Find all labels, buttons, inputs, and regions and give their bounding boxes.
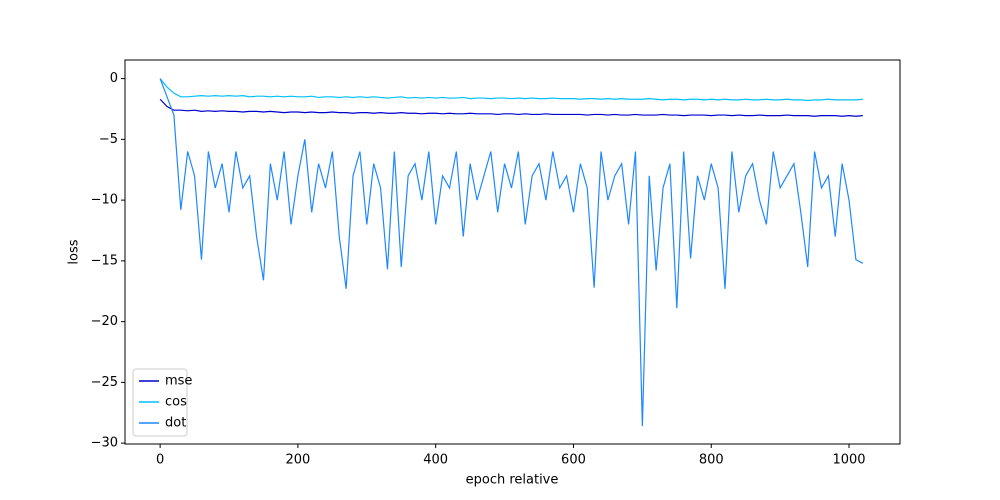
x-axis-label: epoch relative xyxy=(466,473,559,488)
legend-label: mse xyxy=(165,374,192,389)
y-tick-label: −10 xyxy=(91,193,118,208)
line-0 xyxy=(159,98,863,117)
y-tick-label: 0 xyxy=(110,71,118,86)
y-axis-label: loss xyxy=(67,239,82,264)
legend-label: cos xyxy=(165,395,187,410)
x-tick-label: 0 xyxy=(156,453,164,468)
legend-box xyxy=(132,368,188,437)
x-tick-label: 400 xyxy=(423,453,448,468)
y-tick-label: −5 xyxy=(99,132,118,147)
line-2 xyxy=(159,78,864,427)
y-tick-label: −15 xyxy=(91,253,118,268)
line-1 xyxy=(159,78,863,102)
x-tick-label: 1000 xyxy=(832,453,865,468)
y-tick-label: −30 xyxy=(91,436,118,451)
legend-label: dot xyxy=(165,416,186,431)
x-tick-label: 200 xyxy=(285,453,310,468)
y-tick-label: −25 xyxy=(91,375,118,390)
x-tick-label: 600 xyxy=(561,453,586,468)
y-tick-label: −20 xyxy=(91,314,118,329)
plot-frame xyxy=(124,59,901,445)
x-tick-label: 800 xyxy=(699,453,724,468)
